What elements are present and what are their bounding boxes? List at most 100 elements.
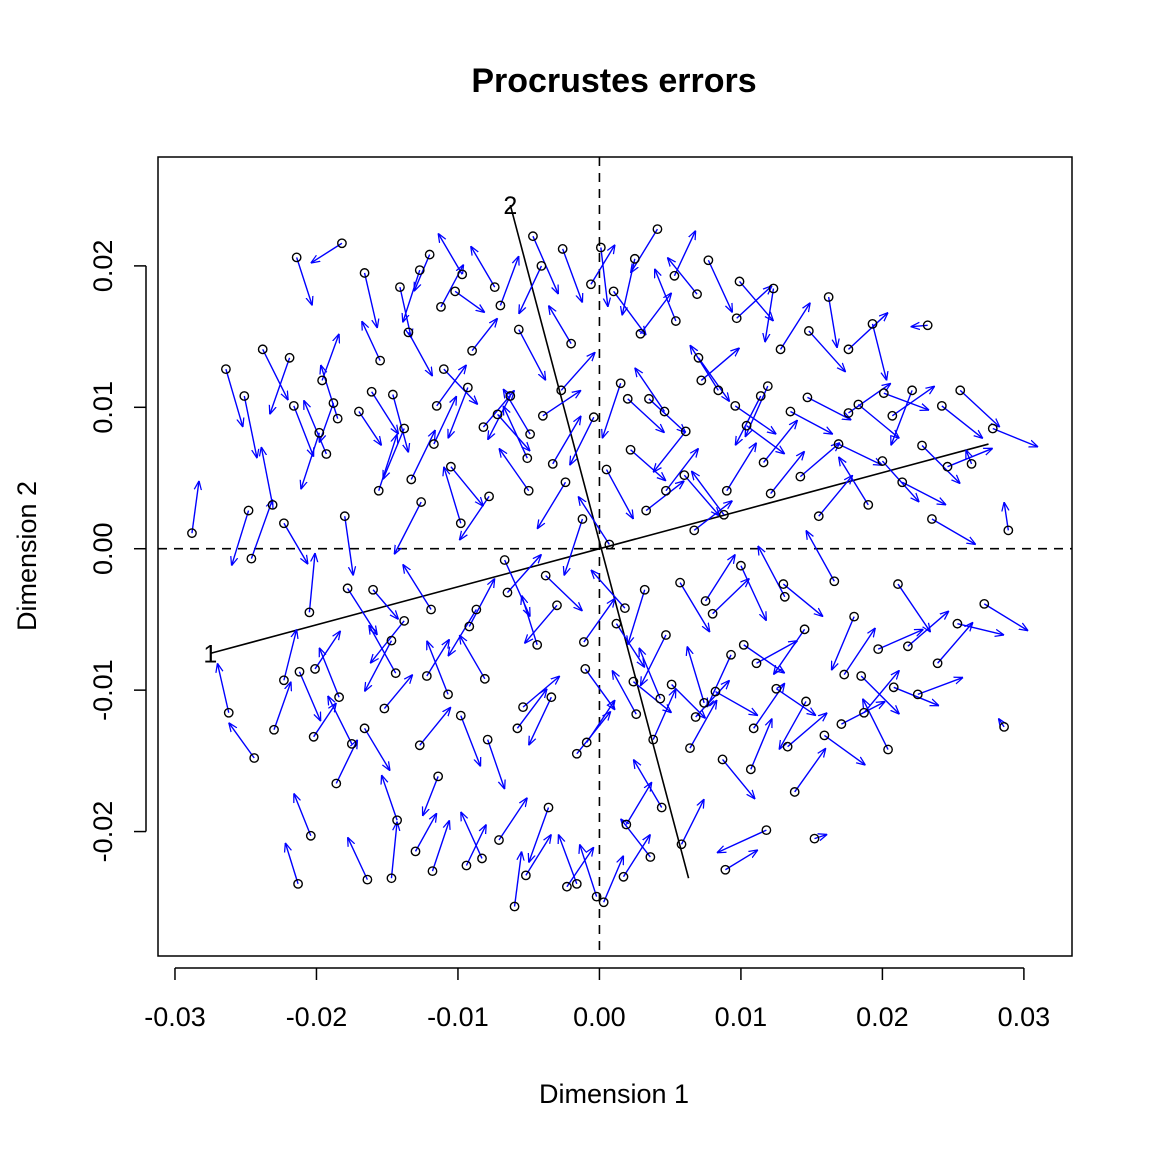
data-point	[713, 385, 724, 396]
error-arrow	[392, 394, 409, 453]
error-arrow	[612, 670, 637, 715]
error-arrow	[426, 639, 450, 677]
data-point	[819, 730, 830, 741]
error-arrow	[503, 406, 528, 459]
error-arrow	[436, 365, 467, 407]
data-point	[615, 378, 626, 389]
data-point	[922, 320, 933, 331]
error-arrow	[414, 813, 437, 852]
data-point	[556, 385, 567, 396]
data-point	[314, 427, 325, 438]
data-point	[761, 825, 772, 836]
error-arrow	[262, 349, 288, 400]
data-point	[455, 518, 466, 529]
data-point	[571, 878, 582, 889]
data-point	[513, 324, 524, 335]
error-arrow	[881, 460, 919, 502]
data-point	[703, 255, 714, 266]
error-arrow	[931, 518, 976, 544]
error-arrow	[690, 345, 719, 391]
data-point	[445, 461, 456, 472]
error-arrow	[779, 303, 811, 350]
data-point	[692, 289, 702, 300]
data-point	[331, 778, 342, 789]
error-arrow	[726, 443, 757, 492]
data-point	[745, 764, 756, 775]
data-point	[801, 696, 811, 707]
error-arrow	[270, 357, 291, 415]
data-point	[679, 470, 690, 481]
data-point	[426, 604, 436, 615]
rotation-axis-label-2: 2	[503, 192, 517, 220]
data-point	[717, 754, 728, 765]
data-point	[839, 669, 850, 680]
data-point	[625, 444, 636, 455]
error-arrow	[841, 701, 885, 725]
data-point	[427, 866, 438, 877]
data-point	[537, 410, 548, 421]
data-point	[795, 471, 806, 482]
data-point	[730, 400, 741, 411]
error-arrow	[717, 829, 767, 853]
data-point	[557, 244, 568, 254]
error-arrow	[403, 269, 421, 322]
data-point	[675, 577, 685, 588]
data-point	[779, 591, 790, 602]
data-point	[522, 453, 533, 464]
data-point	[310, 664, 320, 674]
rotation-axes: 12	[203, 192, 989, 879]
error-arrows	[191, 228, 1038, 907]
error-arrow	[680, 799, 704, 845]
data-points	[187, 224, 1014, 912]
y-tick-label: -0.01	[88, 659, 118, 721]
error-arrow	[335, 740, 357, 784]
error-arrow	[578, 496, 610, 545]
error-arrow	[613, 290, 647, 335]
x-axis: -0.03 -0.02 -0.01 0.00 0.01 0.02 0.03	[144, 967, 1050, 1032]
error-arrow	[314, 631, 340, 670]
data-point	[629, 253, 640, 264]
chart-title: Procrustes errors	[471, 62, 756, 100]
error-arrow	[471, 318, 497, 352]
data-point	[690, 712, 701, 722]
data-point	[710, 686, 721, 697]
error-arrow	[652, 689, 676, 740]
error-arrow	[715, 690, 757, 716]
data-point	[676, 839, 687, 850]
error-arrow	[667, 257, 698, 295]
error-arrow	[632, 681, 671, 713]
error-arrow	[566, 847, 594, 888]
error-arrow	[648, 398, 686, 433]
error-arrow	[893, 686, 939, 707]
data-point	[661, 485, 671, 496]
data-point	[457, 269, 468, 280]
error-arrow	[394, 501, 422, 554]
data-point	[907, 385, 918, 396]
data-point	[528, 231, 538, 242]
error-arrow	[957, 622, 1004, 635]
error-arrow	[295, 257, 313, 305]
data-point	[873, 644, 884, 655]
error-arrow	[313, 703, 337, 738]
error-arrow	[640, 634, 667, 686]
data-point	[502, 587, 513, 598]
error-arrow	[372, 589, 398, 620]
data-point	[257, 344, 268, 355]
data-point	[304, 607, 315, 618]
error-arrow	[693, 501, 732, 531]
error-arrow	[283, 629, 297, 681]
data-point	[410, 846, 421, 857]
data-point	[758, 457, 769, 468]
data-point	[403, 327, 414, 338]
data-point	[580, 664, 591, 674]
error-arrow	[794, 748, 826, 793]
data-point	[566, 338, 577, 349]
data-point	[346, 738, 357, 749]
error-arrow	[516, 689, 547, 729]
data-point	[765, 488, 776, 499]
data-point	[666, 679, 677, 690]
error-arrow	[293, 405, 314, 457]
data-point	[621, 819, 632, 830]
error-arrow	[818, 475, 853, 517]
